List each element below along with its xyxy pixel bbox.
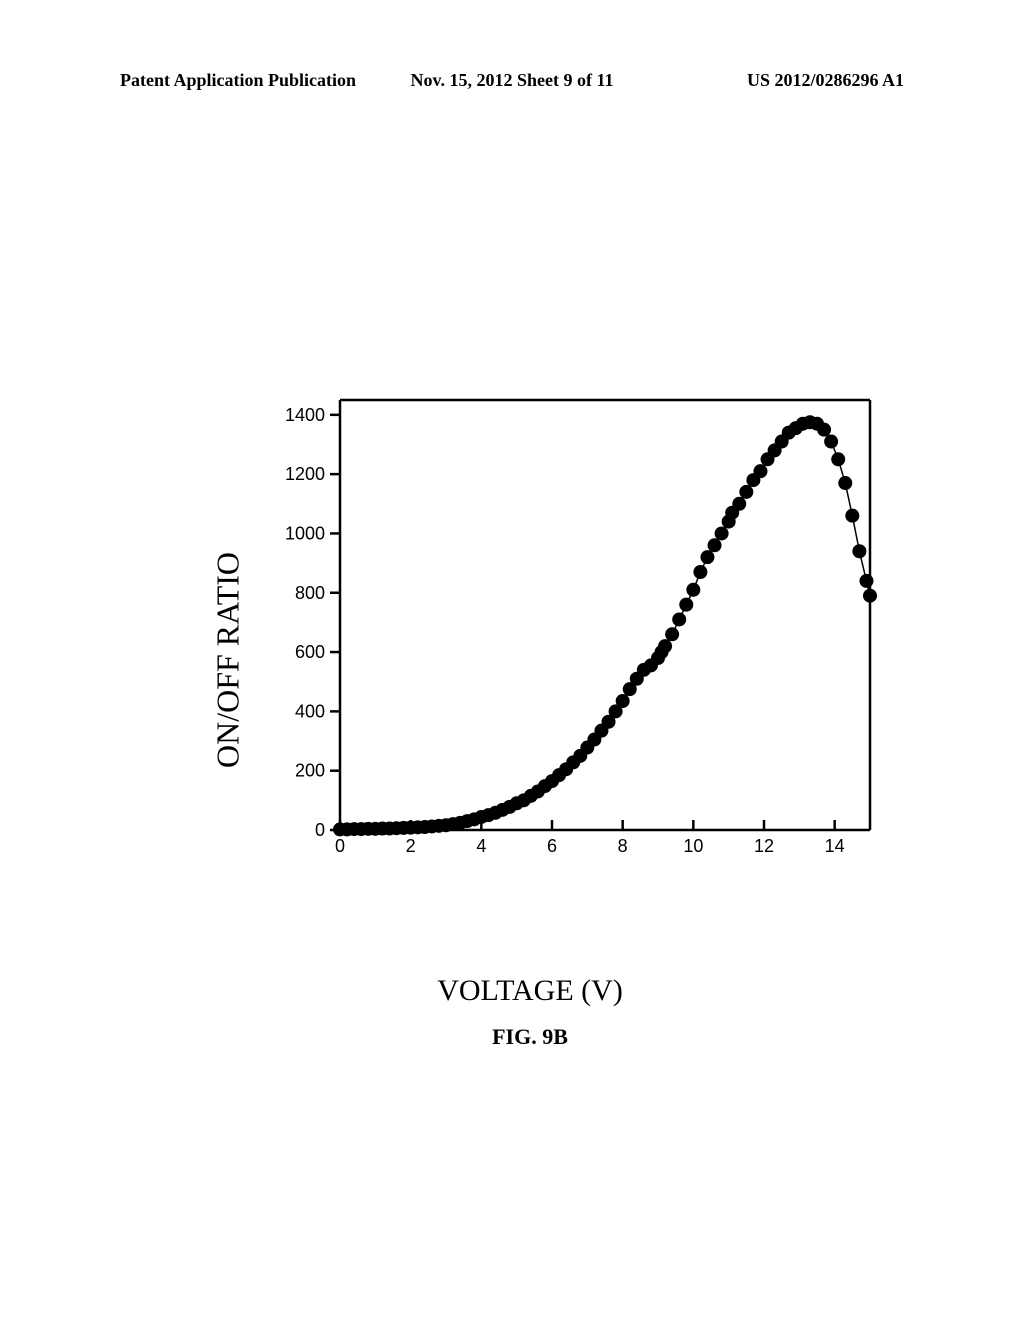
svg-text:400: 400 bbox=[295, 701, 325, 721]
svg-text:0: 0 bbox=[315, 820, 325, 840]
svg-text:8: 8 bbox=[618, 836, 628, 856]
header-publication-number: US 2012/0286296 A1 bbox=[643, 70, 904, 91]
svg-text:14: 14 bbox=[825, 836, 845, 856]
x-axis-label: VOLTAGE (V) bbox=[437, 974, 623, 1008]
svg-text:800: 800 bbox=[295, 583, 325, 603]
y-axis-label: ON/OFF RATIO bbox=[210, 552, 247, 768]
page-header: Patent Application Publication Nov. 15, … bbox=[0, 70, 1024, 91]
svg-text:6: 6 bbox=[547, 836, 557, 856]
svg-text:200: 200 bbox=[295, 761, 325, 781]
svg-text:2: 2 bbox=[406, 836, 416, 856]
header-publication-type: Patent Application Publication bbox=[120, 70, 381, 91]
svg-text:1200: 1200 bbox=[285, 464, 325, 484]
svg-text:10: 10 bbox=[683, 836, 703, 856]
svg-text:4: 4 bbox=[476, 836, 486, 856]
svg-text:600: 600 bbox=[295, 642, 325, 662]
svg-text:0: 0 bbox=[335, 836, 345, 856]
chart-svg: 0 200 400 600 800 1000 1200 1400 0 2 4 6 8 10 12 14 bbox=[280, 390, 880, 880]
svg-text:1000: 1000 bbox=[285, 523, 325, 543]
svg-text:1400: 1400 bbox=[285, 405, 325, 425]
svg-text:12: 12 bbox=[754, 836, 774, 856]
chart-container: ON/OFF RATIO 0 200 400 600 800 1000 1200 1400 0 2… bbox=[160, 390, 900, 930]
header-date-sheet: Nov. 15, 2012 Sheet 9 of 11 bbox=[381, 70, 642, 91]
plot-area: 0 200 400 600 800 1000 1200 1400 0 2 4 6 8 10 12 14 bbox=[280, 390, 880, 880]
figure-caption: FIG. 9B bbox=[492, 1024, 568, 1050]
